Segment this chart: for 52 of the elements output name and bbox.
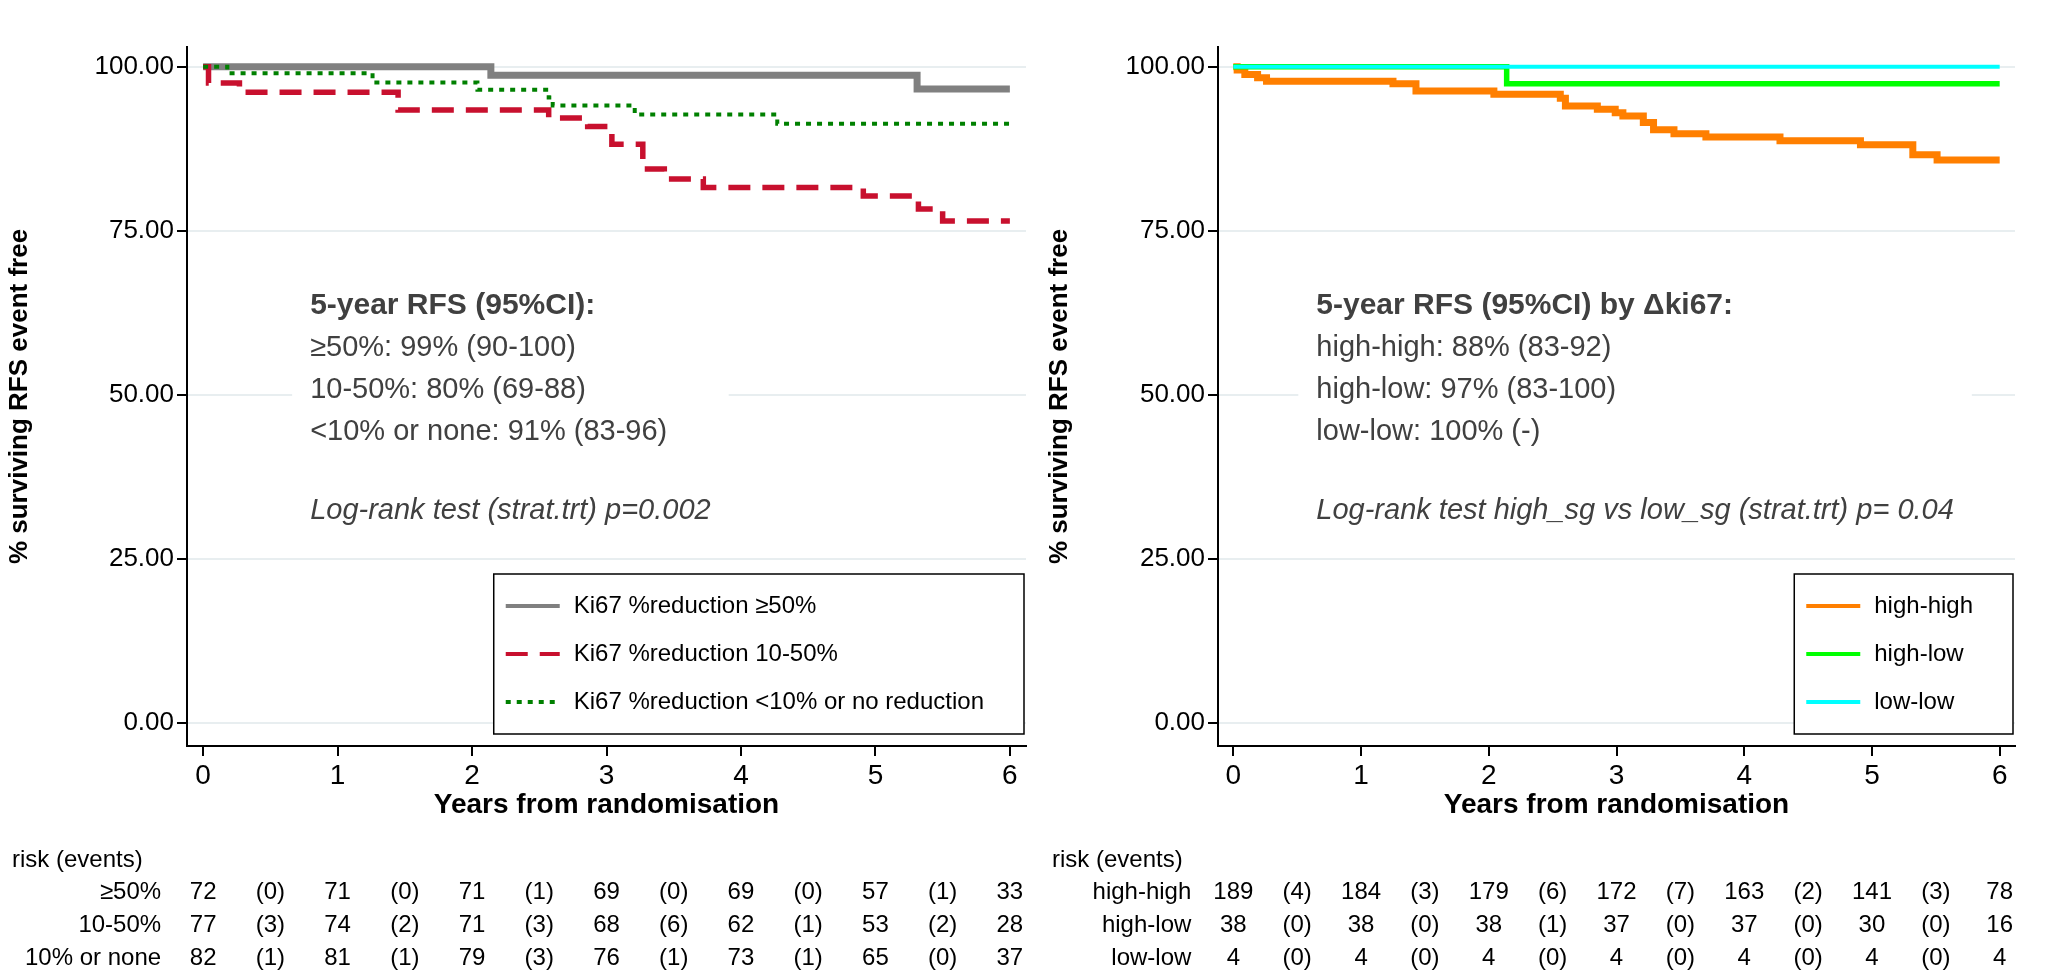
text: 10-50% 77 (3) 74 (2) 71 (3) 68 (6) 62 (1) 53 (2) 28 xyxy=(78,909,1024,937)
legend-label: Ki67 %reduction 10-50% xyxy=(573,638,838,666)
x-tick-label: 0 xyxy=(195,758,211,790)
x-tick-label: 3 xyxy=(1608,758,1625,790)
annotation: high-high: 88% (83-92) xyxy=(1316,329,1612,362)
annotation: 5-year RFS (95%CI) by Δki67: xyxy=(1316,286,1734,320)
y-tick-label: 0.00 xyxy=(1154,706,1205,737)
x-tick-label: 5 xyxy=(867,758,884,790)
x-tick-label: 2 xyxy=(1480,758,1497,790)
text: risk (events) xyxy=(1052,844,1183,872)
y-tick-label: 100.00 xyxy=(1125,49,1205,80)
text: low-low 4 (0) 4 (0) 4 (0) 4 (0) 4 (0) 4 (0) 4 xyxy=(1111,942,2007,970)
y-tick-label: 0.00 xyxy=(123,706,174,737)
y-tick-label: 25.00 xyxy=(108,542,174,573)
annotation: high-low: 97% (83-100) xyxy=(1316,371,1617,404)
text: 10% or none 82 (1) 81 (1) 79 (3) 76 (1) 73 (1) 65 (0) 37 xyxy=(25,942,1024,970)
x-tick-label: 3 xyxy=(598,758,615,790)
annotation: <10% or none: 91% (83-96) xyxy=(310,413,668,446)
y-tick-label: 50.00 xyxy=(108,378,174,409)
x-tick-label: 1 xyxy=(1353,758,1369,790)
text: high-low 38 (0) 38 (0) 38 (1) 37 (0) 37 (0) 30 (0) 16 xyxy=(1101,909,2014,937)
legend-label: high-high xyxy=(1874,590,1974,618)
annotation: 10-50%: 80% (69-88) xyxy=(310,371,586,404)
x-tick-label: 6 xyxy=(1002,758,1018,790)
x-tick-label: 4 xyxy=(733,758,749,790)
y-axis-title: % surviving RFS event free xyxy=(1042,228,1073,565)
x-tick-label: 5 xyxy=(1864,758,1880,790)
x-tick-label: 4 xyxy=(1736,758,1753,790)
y-tick-label: 25.00 xyxy=(1139,542,1205,573)
y-tick-label: 50.00 xyxy=(1139,378,1205,409)
text: high-high 189 (4) 184 (3) 179 (6) 172 (7) 163 (2) 141 (3) 78 xyxy=(1092,876,2014,904)
legend-label: Ki67 %reduction ≥50% xyxy=(573,590,817,618)
x-tick-label: 6 xyxy=(1991,758,2008,790)
x-tick-label: 2 xyxy=(464,758,480,790)
text: ≥50% 72 (0) 71 (0) 71 (1) 69 (0) 69 (0) 57 (1) 33 xyxy=(99,876,1024,904)
text: risk (events) xyxy=(12,844,143,872)
annotation: Log-rank test (strat.trt) p=0.002 xyxy=(310,493,711,526)
y-tick-label: 100.00 xyxy=(94,49,174,80)
x-axis-title: Years from randomisation xyxy=(1443,787,1790,819)
legend-label: low-low xyxy=(1874,686,1955,714)
annotation: 5-year RFS (95%CI): xyxy=(310,286,596,320)
x-axis-title: Years from randomisation xyxy=(433,787,780,819)
y-axis-title: % surviving RFS event free xyxy=(2,228,33,565)
legend-label: Ki67 %reduction <10% or no reduction xyxy=(573,686,984,714)
annotation: low-low: 100% (-) xyxy=(1316,413,1541,446)
annotation: Log-rank test high_sg vs low_sg (strat.trt) p= 0.04 xyxy=(1316,493,1954,526)
y-tick-label: 75.00 xyxy=(1139,213,1205,244)
annotation: ≥50%: 99% (90-100) xyxy=(310,329,576,362)
x-tick-label: 1 xyxy=(329,758,346,790)
x-tick-label: 0 xyxy=(1225,758,1242,790)
legend-label: high-low xyxy=(1874,638,1965,666)
y-tick-label: 75.00 xyxy=(108,213,174,244)
